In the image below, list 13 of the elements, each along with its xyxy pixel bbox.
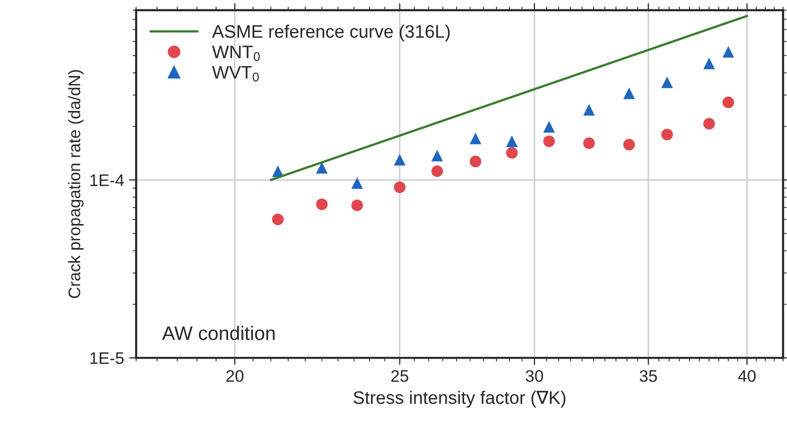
y-tick-label: 1E-5 (90, 352, 124, 364)
x-tick-label: 25 (391, 370, 408, 382)
legend-label: ASME reference curve (316L) (212, 24, 450, 42)
x-tick-label: 35 (640, 370, 657, 382)
y-tick-label: 1E-4 (90, 174, 124, 186)
legend-label: WNT$_{0}$ (212, 46, 260, 62)
x-tick-label: 40 (738, 370, 756, 382)
x-tick-label: 30 (526, 370, 544, 382)
x-tick-label: 20 (226, 370, 244, 382)
legend-label: WVT$_{0}$ (212, 66, 259, 82)
x-axis-title: Stress intensity factor (∇K) (354, 390, 566, 408)
annotation: AW condition (162, 326, 275, 340)
y-axis-title: Crack propagation rate (da/dN) (68, 70, 84, 298)
